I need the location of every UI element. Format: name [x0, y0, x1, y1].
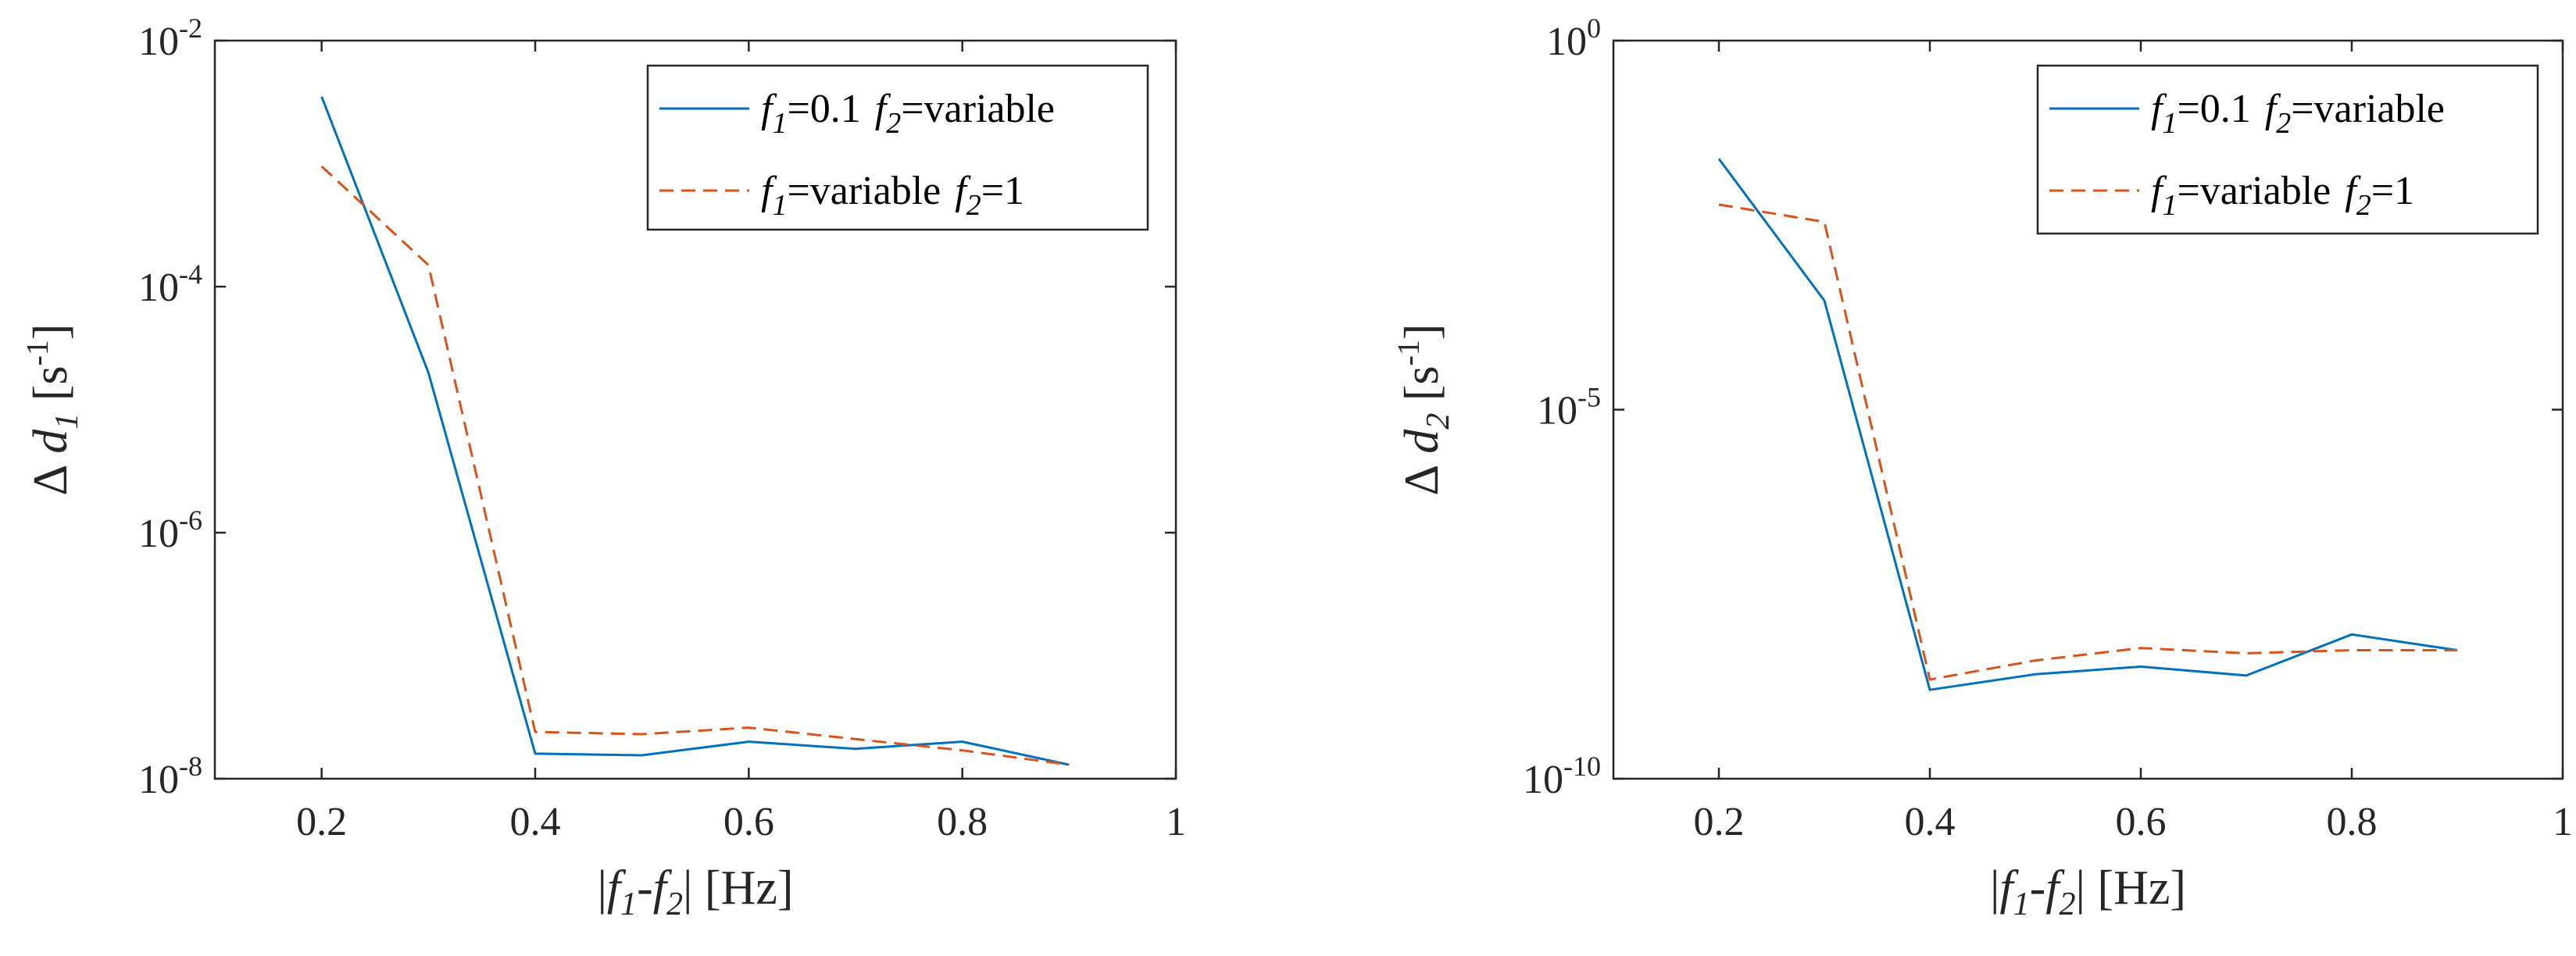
x-tick-label: 0.6 [2116, 800, 2167, 844]
y-axis-label: Δd1 [s-1] [20, 323, 85, 495]
x-tick-label: 0.6 [723, 800, 774, 844]
x-axis-label: |f1-f2| [Hz] [1990, 861, 2186, 922]
x-tick-label: 0.2 [296, 800, 347, 844]
axes-box [213, 39, 1177, 780]
x-tick-label: 0.8 [937, 800, 988, 844]
x-tick-label: 1 [1166, 800, 1186, 844]
series-line-2 [320, 165, 1070, 766]
x-tick-label: 0.4 [510, 800, 561, 844]
legend-box [2036, 64, 2539, 235]
y-tick-label: 10-10 [1523, 751, 1601, 802]
legend-label-1: f1=0.1 f2=variable [2151, 87, 2445, 140]
legend-box [646, 64, 1149, 231]
y-axis-label: Δd2 [s-1] [1391, 323, 1456, 495]
chart-left: 0.2 0.4 0.6 0.8 1 10-8 10-6 10-4 10-2 |f1-f2| [Hz… [20, 12, 1186, 922]
series-line-1 [320, 96, 1070, 766]
y-tick-label: 10-6 [138, 505, 202, 556]
legend-label-2: f1=variable f2=1 [761, 169, 1024, 222]
x-tick-label: 0.8 [2327, 800, 2378, 844]
x-tick-label: 0.2 [1694, 800, 1745, 844]
chart-right: 0.2 0.4 0.6 0.8 1 10-10 10-5 100 |f1-f2| [Hz] Δd2… [1391, 12, 2573, 922]
y-tick-label: 10-2 [138, 12, 202, 64]
legend-label-1: f1=0.1 f2=variable [761, 87, 1055, 140]
y-tick-label: 10-8 [138, 751, 202, 802]
x-tick-label: 1 [2553, 800, 2573, 844]
legend: f1=0.1 f2=variable f1=variable f2=1 [646, 64, 1149, 231]
series-line-1 [1717, 158, 2458, 691]
y-tick-label: 10-4 [138, 259, 202, 310]
series-line-2 [1718, 203, 2457, 681]
y-tick-label: 10-5 [1537, 382, 1601, 433]
y-tick-label: 100 [1546, 12, 1601, 64]
x-axis-label: |f1-f2| [Hz] [597, 861, 793, 922]
x-tick-label: 0.4 [1905, 800, 1956, 844]
